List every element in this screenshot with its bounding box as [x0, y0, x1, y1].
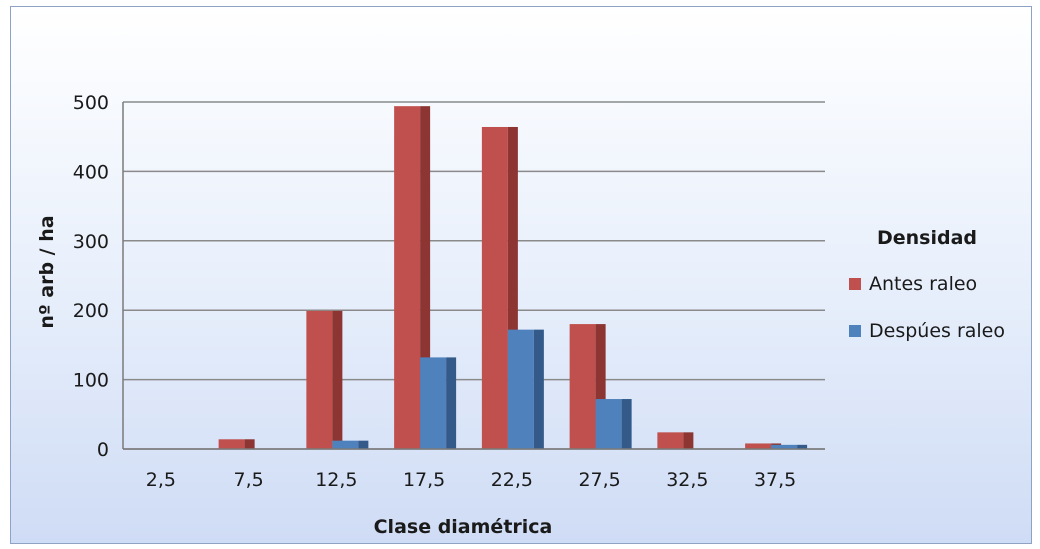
y-tick-label: 100 [73, 370, 109, 392]
bar-front [745, 443, 772, 449]
bar-side [420, 106, 431, 449]
bar-chart: 0 100 200 300 400 500 2,5 7,5 12,5 17,5 22,5 27,5 3… [36, 92, 1005, 538]
legend-label-antes: Antes raleo [869, 273, 977, 295]
bar [595, 399, 632, 449]
gridlines [123, 101, 825, 450]
bar-front [657, 432, 684, 449]
legend-swatch-antes [849, 278, 861, 290]
x-tick-label: 2,5 [146, 469, 176, 491]
bar-side [683, 432, 694, 449]
bar-front [218, 439, 245, 449]
bar [394, 106, 431, 449]
x-tick-labels: 2,5 7,5 12,5 17,5 22,5 27,5 32,5 37,5 [146, 469, 797, 491]
legend-title: Densidad [877, 227, 977, 249]
bar [420, 357, 457, 449]
bars [218, 106, 808, 449]
bar [218, 439, 255, 449]
bar-side [797, 444, 808, 449]
bar [332, 440, 369, 449]
bar-side [533, 329, 544, 449]
legend: Densidad Antes raleo Despúes raleo [849, 227, 1005, 342]
legend-label-despues: Despúes raleo [869, 320, 1005, 342]
x-tick-label: 22,5 [491, 469, 533, 491]
y-tick-label: 200 [73, 300, 109, 322]
bar [569, 324, 606, 449]
x-axis-title: Clase diamétrica [374, 516, 553, 538]
bar [657, 432, 694, 449]
y-tick-label: 400 [73, 161, 109, 183]
bar-front [569, 324, 596, 449]
x-tick-label: 32,5 [666, 469, 708, 491]
y-tick-label: 0 [97, 439, 109, 461]
bar-side [507, 126, 518, 449]
bar [481, 126, 518, 449]
bar-front [771, 444, 798, 449]
bar-side [358, 440, 369, 449]
legend-swatch-despues [849, 325, 861, 337]
x-tick-label: 27,5 [578, 469, 620, 491]
bar-front [481, 126, 508, 449]
x-tick-label: 12,5 [315, 469, 357, 491]
x-tick-label: 17,5 [403, 469, 445, 491]
axes [122, 102, 825, 450]
bar-front [595, 399, 622, 449]
bar-front [306, 310, 333, 449]
bar-front [332, 440, 359, 449]
bar-front [394, 106, 421, 449]
bar-front [420, 357, 447, 449]
y-tick-label: 300 [73, 231, 109, 253]
bar [306, 310, 343, 449]
bar [771, 444, 808, 449]
chart-frame: 0 100 200 300 400 500 2,5 7,5 12,5 17,5 22,5 27,5 3… [10, 6, 1032, 544]
bar [507, 329, 544, 449]
bar-side [621, 399, 632, 449]
bar-side [332, 310, 343, 449]
bar-side [244, 439, 255, 449]
y-tick-label: 500 [73, 92, 109, 114]
bar-side [446, 357, 457, 449]
bar-front [507, 329, 534, 449]
y-tick-labels: 0 100 200 300 400 500 [73, 92, 109, 461]
x-tick-label: 7,5 [234, 469, 264, 491]
bar-side [595, 324, 606, 449]
x-tick-label: 37,5 [754, 469, 796, 491]
y-axis-title: nº arb / ha [36, 215, 58, 328]
